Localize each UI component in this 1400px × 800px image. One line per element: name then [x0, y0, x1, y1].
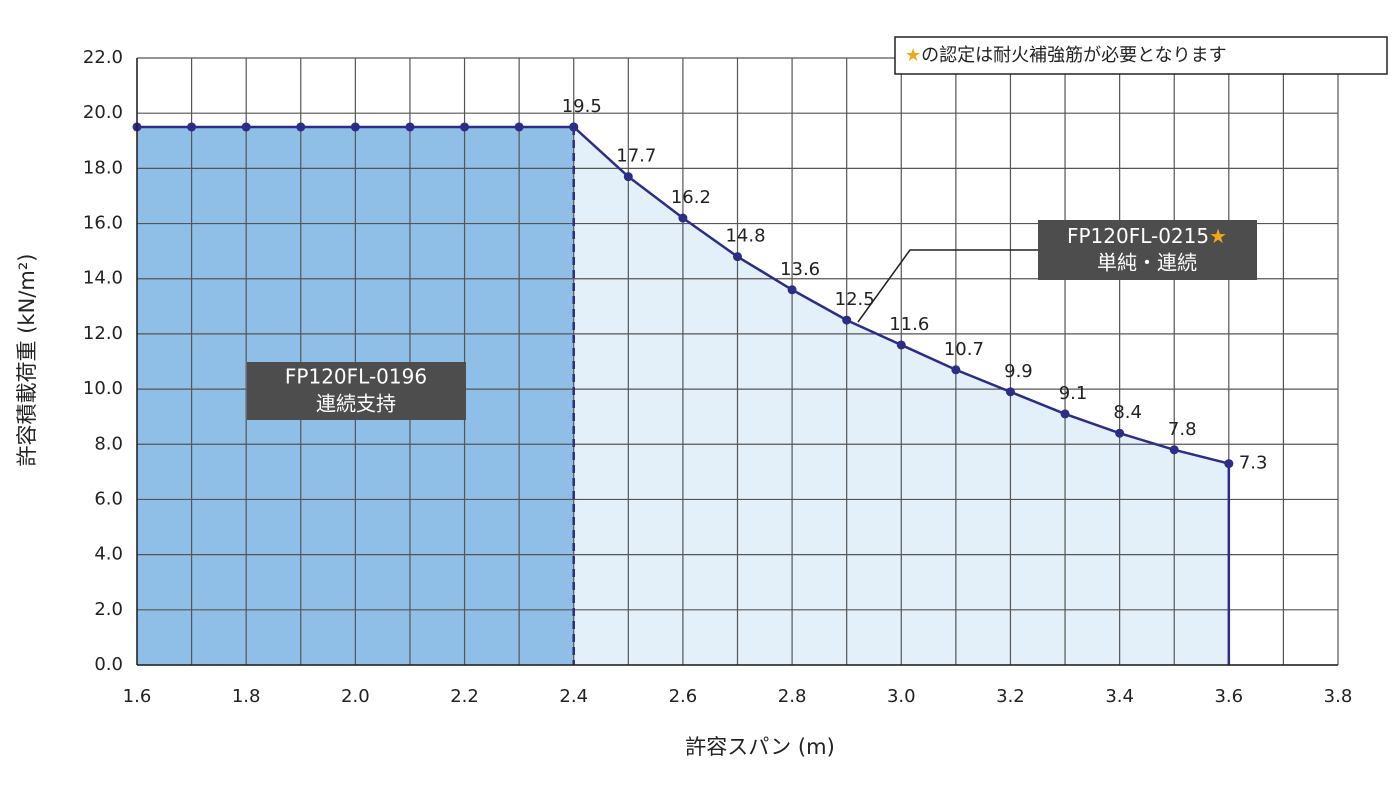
value-label: 8.4	[1113, 402, 1142, 423]
y-tick-label: 10.0	[83, 378, 123, 399]
value-label: 13.6	[780, 259, 820, 280]
x-tick-label: 2.4	[559, 686, 588, 707]
annotation-box	[247, 362, 466, 420]
y-tick-label: 14.0	[83, 268, 123, 289]
marker	[733, 252, 742, 262]
y-tick-label: 22.0	[83, 47, 123, 68]
y-tick-label: 0.0	[94, 654, 123, 675]
marker	[1169, 445, 1179, 455]
y-tick-label: 16.0	[83, 213, 123, 234]
annotation: FP120FL-0196	[285, 365, 427, 389]
marker	[678, 213, 688, 223]
note-box	[894, 36, 1388, 75]
value-label: 12.5	[835, 289, 875, 310]
marker	[296, 122, 306, 132]
y-tick-label: 20.0	[83, 102, 123, 123]
value-label: 14.8	[725, 226, 765, 247]
annotation: 単純・連続	[1097, 251, 1197, 275]
marker	[350, 122, 360, 132]
x-tick-label: 3.2	[996, 686, 1025, 707]
marker	[1224, 459, 1234, 469]
value-label: 7.8	[1168, 419, 1197, 440]
marker	[405, 122, 415, 132]
y-tick-label: 8.0	[94, 433, 123, 454]
x-tick-label: 2.0	[341, 686, 370, 707]
value-label: 7.3	[1239, 453, 1268, 474]
note: ★の認定は耐火補強筋が必要となります	[905, 45, 1227, 66]
value-label: 17.7	[616, 146, 656, 167]
annotation-box	[1038, 220, 1257, 280]
marker	[1115, 428, 1125, 438]
value-label: 9.9	[1004, 361, 1033, 382]
x-tick-label: 2.8	[778, 686, 807, 707]
annotation: 連続支持	[316, 392, 396, 416]
marker	[1005, 387, 1015, 397]
plot-area: 0.0 2.0 4.0 6.0 8.0 10.0 12.0 14.0 16.0 18.0 20.0 2…	[83, 47, 1352, 707]
y-tick-label: 12.0	[83, 323, 123, 344]
marker	[187, 122, 197, 132]
x-tick-label: 2.2	[450, 686, 479, 707]
marker	[514, 122, 524, 132]
x-tick-label: 1.6	[123, 686, 152, 707]
value-label: 10.7	[944, 339, 984, 360]
y-tick-label: 4.0	[94, 544, 123, 565]
marker	[569, 122, 579, 132]
x-tick-label: 2.6	[669, 686, 698, 707]
x-tick-label: 3.0	[887, 686, 916, 707]
x-axis-label: 許容スパン (m)	[685, 735, 835, 759]
marker	[842, 315, 852, 325]
x-tick-label: 3.8	[1324, 686, 1353, 707]
y-axis-label: 許容積載荷重 (kN/m²)	[15, 254, 39, 467]
value-label: 19.5	[562, 96, 602, 117]
marker	[896, 340, 906, 350]
marker	[951, 365, 961, 375]
x-tick-label: 3.4	[1105, 686, 1134, 707]
marker	[623, 172, 633, 182]
y-tick-label: 18.0	[83, 157, 123, 178]
marker	[787, 285, 797, 295]
leader-line	[857, 249, 1038, 323]
annotation: FP120FL-0215★	[1067, 224, 1227, 248]
value-label: 11.6	[889, 314, 929, 335]
marker	[460, 122, 470, 132]
x-tick-label: 1.8	[232, 686, 261, 707]
value-label: 16.2	[671, 187, 711, 208]
y-tick-label: 2.0	[94, 599, 123, 620]
y-tick-label: 6.0	[94, 488, 123, 509]
x-tick-label: 3.6	[1214, 686, 1243, 707]
marker	[241, 122, 251, 132]
value-label: 9.1	[1059, 383, 1088, 404]
marker	[1060, 409, 1070, 419]
